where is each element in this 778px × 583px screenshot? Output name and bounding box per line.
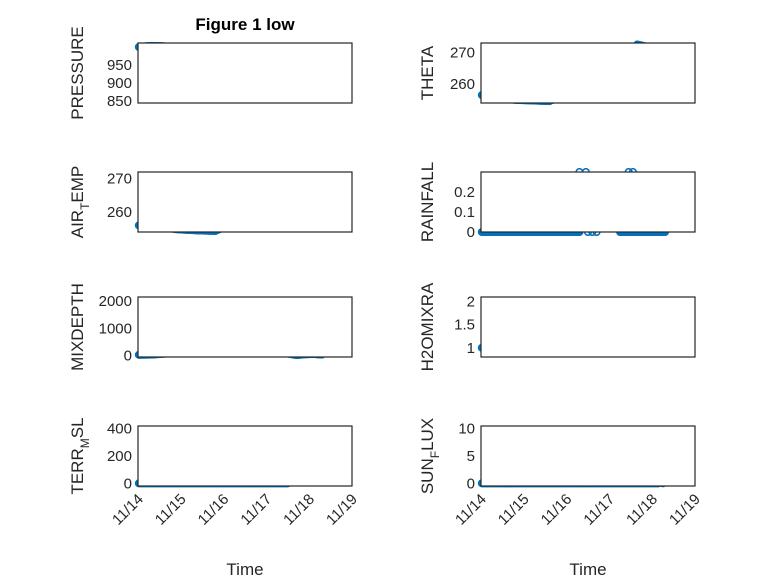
y-label-rest: SL (68, 417, 87, 438)
y-label-main: MIXDEPTH (68, 283, 87, 371)
y-axis-label-rainfall: RAINFALL (418, 162, 437, 242)
y-tick-label: 5 (467, 448, 475, 465)
subplot-mixdepth: 0 1000 2000 MIXDEPTH (68, 283, 353, 371)
y-tick-label: 1.5 (454, 317, 475, 334)
y-label-main: SUN (418, 458, 437, 494)
y-tick-label: 850 (107, 93, 132, 110)
axes-frame (480, 171, 696, 233)
y-tick-label: 0.2 (454, 184, 475, 201)
y-label-main: PRESSURE (68, 26, 87, 120)
axes-frame (137, 425, 353, 487)
x-axis-label-left: Time (226, 560, 263, 579)
x-tick-label: 11/17 (237, 491, 275, 529)
subplot-terr_msl: 0 200 400 TERRMSL 11/14 11/15 11/16 11/17 11/18 1… (68, 417, 361, 528)
axes-frame (137, 171, 353, 233)
axes-frame (480, 42, 696, 104)
y-label-main: RAINFALL (418, 162, 437, 242)
axes-frame (480, 425, 696, 487)
y-axis-label-terr_msl: TERRMSL (68, 417, 92, 494)
x-tick-label: 11/14 (452, 491, 490, 529)
subplot-sun_flux: 0 5 10 SUNFLUX 11/14 11/15 11/16 11/17 11/18 11/1… (418, 418, 704, 529)
y-label-main: AIR (68, 210, 87, 238)
x-tick-label: 11/17 (580, 491, 618, 529)
y-label-main: H2OMIXRA (418, 282, 437, 371)
y-label-subscript: M (78, 438, 92, 448)
figure-title: Figure 1 low (195, 15, 295, 34)
subplot-theta: 260 270 THETA (418, 40, 696, 106)
y-axis-label-sun_flux: SUNFLUX (418, 418, 442, 494)
y-axis-label-theta: THETA (418, 45, 437, 100)
x-tick-label: 11/19 (666, 491, 704, 529)
y-tick-label: 270 (450, 44, 475, 61)
y-tick-label: 1 (467, 340, 475, 357)
y-tick-label: 400 (107, 421, 132, 438)
axes-frame (480, 296, 696, 358)
y-tick-label: 0 (467, 475, 475, 492)
x-tick-label: 11/14 (109, 491, 147, 529)
y-label-rest: LUX (418, 418, 437, 451)
y-tick-label: 260 (450, 76, 475, 93)
y-tick-label: 0 (124, 475, 132, 492)
x-tick-label: 11/15 (152, 491, 190, 529)
y-axis-label-pressure: PRESSURE (68, 26, 87, 120)
y-label-rest: EMP (68, 166, 87, 203)
y-tick-label: 0 (467, 224, 475, 241)
subplot-rainfall: 0 0.1 0.2 RAINFALL (418, 162, 696, 242)
subplot-h2omixra: 1 1.5 2 H2OMIXRA (418, 282, 696, 371)
x-tick-label: 11/16 (195, 491, 233, 529)
axes-frame (137, 42, 353, 104)
x-tick-label: 11/18 (623, 491, 661, 529)
y-tick-label: 0.1 (454, 204, 475, 221)
y-tick-label: 270 (107, 171, 132, 188)
x-tick-label: 11/16 (538, 491, 576, 529)
y-tick-label: 2000 (99, 293, 132, 310)
y-tick-label: 10 (458, 421, 475, 438)
axes-frame (137, 296, 353, 358)
y-tick-label: 2 (467, 294, 475, 311)
x-tick-label: 11/18 (280, 491, 318, 529)
x-tick-label: 11/15 (495, 491, 533, 529)
y-tick-label: 1000 (99, 320, 132, 337)
y-tick-label: 0 (124, 348, 132, 365)
y-tick-label: 900 (107, 75, 132, 92)
y-tick-label: 950 (107, 57, 132, 74)
y-axis-label-mixdepth: MIXDEPTH (68, 283, 87, 371)
y-label-main: THETA (418, 45, 437, 100)
y-label-subscript: T (78, 202, 92, 210)
y-axis-label-air_temp: AIRTEMP (68, 166, 92, 239)
y-tick-label: 260 (107, 204, 132, 221)
y-axis-label-h2omixra: H2OMIXRA (418, 282, 437, 371)
y-label-subscript: F (428, 451, 442, 458)
subplot-air_temp: 260 270 AIRTEMP (68, 166, 353, 239)
y-tick-label: 200 (107, 448, 132, 465)
y-label-main: TERR (68, 448, 87, 494)
x-axis-label-right: Time (569, 560, 606, 579)
x-tick-label: 11/19 (323, 491, 361, 529)
